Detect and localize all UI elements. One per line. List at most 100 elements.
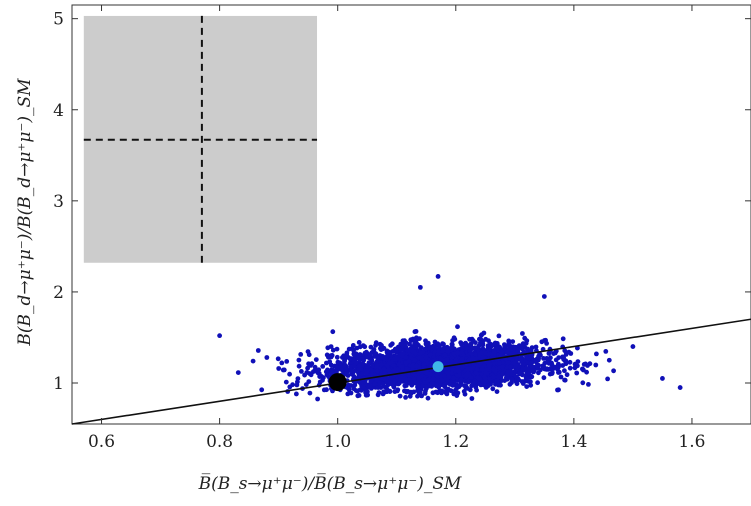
- scatter-point: [512, 360, 517, 366]
- scatter-point: [525, 346, 530, 352]
- scatter-point: [299, 369, 304, 374]
- y-tick-label: 1: [53, 374, 64, 394]
- scatter-point: [346, 387, 352, 392]
- x-tick-label: 1.4: [560, 432, 587, 452]
- scatter-point: [478, 360, 484, 366]
- scatter-point: [534, 364, 540, 369]
- scatter-point: [477, 336, 482, 342]
- scatter-point: [436, 384, 442, 390]
- scatter-point: [491, 341, 497, 347]
- scatter-point: [284, 359, 290, 364]
- scatter-point: [348, 390, 354, 396]
- scatter-point: [472, 345, 478, 351]
- scatter-point: [356, 340, 362, 345]
- scatter-point: [491, 353, 497, 358]
- scatter-point: [355, 388, 360, 394]
- scatter-point: [593, 362, 599, 368]
- scatter-point: [469, 396, 475, 401]
- scatter-point: [427, 352, 433, 358]
- scatter-point: [324, 352, 330, 358]
- scatter-point: [520, 381, 526, 386]
- scatter-point: [403, 383, 409, 388]
- scatter-point: [611, 368, 616, 374]
- sm-point: [328, 373, 347, 392]
- scatter-point: [433, 389, 439, 395]
- scatter-point: [421, 364, 427, 370]
- scatter-point: [499, 378, 505, 383]
- scatter-point: [522, 335, 528, 341]
- scatter-point: [342, 364, 347, 369]
- scatter-point: [449, 345, 454, 351]
- scatter-point: [445, 371, 451, 376]
- scatter-point: [564, 372, 570, 378]
- scatter-point: [567, 359, 573, 365]
- scatter-point: [375, 392, 381, 398]
- scatter-point: [412, 357, 418, 363]
- scatter-point: [524, 365, 529, 371]
- scatter-point: [580, 380, 586, 386]
- scatter-point: [442, 352, 448, 358]
- scatter-point: [516, 377, 522, 383]
- scatter-point: [375, 359, 381, 364]
- scatter-point: [385, 353, 391, 359]
- scatter-point: [363, 392, 369, 398]
- scatter-point: [370, 363, 376, 369]
- scatter-point: [351, 363, 357, 369]
- scatter-point: [250, 358, 256, 364]
- scatter-point: [547, 371, 553, 377]
- scatter-point: [408, 389, 414, 395]
- scatter-point: [356, 363, 362, 369]
- central-point: [432, 361, 444, 373]
- scatter-point: [573, 363, 579, 369]
- scatter-point: [538, 352, 543, 358]
- scatter-point: [445, 386, 451, 392]
- scatter-point: [307, 390, 313, 396]
- scatter-point: [558, 374, 564, 380]
- scatter-point: [477, 377, 483, 382]
- scatter-point: [533, 357, 539, 363]
- scatter-point: [410, 371, 416, 377]
- scatter-point: [360, 384, 366, 389]
- scatter-point: [325, 367, 330, 373]
- scatter-point: [473, 370, 479, 376]
- scatter-point: [374, 368, 380, 374]
- scatter-point: [368, 344, 374, 350]
- scatter-point: [415, 388, 420, 394]
- scatter-point: [561, 356, 566, 362]
- scatter-point: [580, 366, 586, 372]
- scatter-point: [397, 393, 403, 399]
- scatter-point: [418, 350, 424, 356]
- scatter-point: [279, 360, 285, 366]
- scatter-point: [549, 360, 554, 366]
- scatter-point: [456, 368, 461, 374]
- correlation-line: [71, 318, 751, 425]
- scatter-point: [479, 332, 485, 337]
- scatter-point: [519, 359, 524, 364]
- scatter-point: [296, 357, 302, 363]
- scatter-point: [496, 333, 502, 339]
- plot-frame: [71, 4, 751, 425]
- scatter-point: [374, 377, 380, 383]
- scatter-point: [544, 366, 550, 372]
- scatter-point: [461, 389, 467, 394]
- scatter-point: [505, 369, 511, 375]
- scatter-point: [351, 358, 357, 363]
- scatter-point: [395, 387, 401, 393]
- scatter-point: [415, 382, 421, 387]
- scatter-point: [520, 331, 525, 336]
- scatter-point: [438, 356, 444, 362]
- scatter-point: [406, 348, 412, 353]
- scatter-point: [379, 343, 384, 348]
- scatter-point: [373, 351, 379, 357]
- scatter-point: [348, 364, 353, 369]
- scatter-point: [478, 340, 483, 346]
- scatter-point: [630, 344, 636, 349]
- scatter-point: [585, 363, 590, 368]
- scatter-point: [562, 377, 568, 383]
- scatter-point: [435, 341, 441, 347]
- scatter-point: [541, 356, 546, 361]
- scatter-point: [404, 366, 410, 372]
- scatter-point: [305, 365, 310, 371]
- scatter-point: [466, 372, 472, 378]
- scatter-point: [486, 351, 492, 357]
